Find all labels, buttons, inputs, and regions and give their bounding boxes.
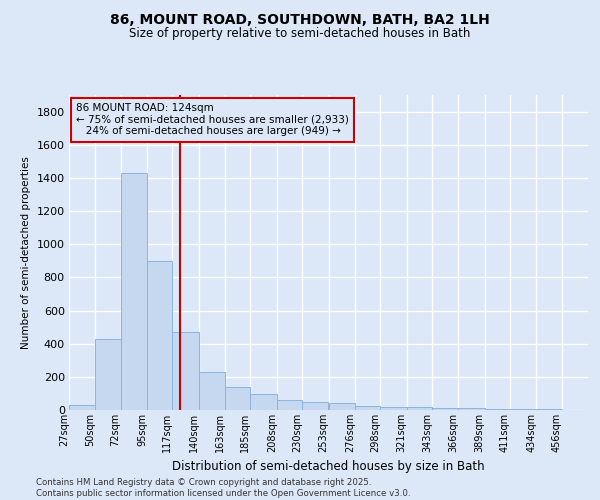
Bar <box>407 407 432 410</box>
Bar <box>432 408 458 410</box>
Bar <box>536 409 562 410</box>
Bar <box>199 372 225 410</box>
Bar <box>69 405 95 410</box>
Bar <box>510 409 536 410</box>
Bar <box>329 404 355 410</box>
Bar <box>302 402 329 410</box>
Text: Contains HM Land Registry data © Crown copyright and database right 2025.
Contai: Contains HM Land Registry data © Crown c… <box>36 478 410 498</box>
Bar <box>355 406 380 410</box>
Bar <box>250 394 277 410</box>
Text: Size of property relative to semi-detached houses in Bath: Size of property relative to semi-detach… <box>130 28 470 40</box>
Bar <box>95 338 121 410</box>
Bar <box>458 408 485 410</box>
Bar <box>277 400 302 410</box>
X-axis label: Distribution of semi-detached houses by size in Bath: Distribution of semi-detached houses by … <box>172 460 485 473</box>
Bar <box>147 261 172 410</box>
Y-axis label: Number of semi-detached properties: Number of semi-detached properties <box>21 156 31 349</box>
Bar <box>172 332 199 410</box>
Text: 86, MOUNT ROAD, SOUTHDOWN, BATH, BA2 1LH: 86, MOUNT ROAD, SOUTHDOWN, BATH, BA2 1LH <box>110 12 490 26</box>
Bar <box>225 387 250 410</box>
Bar <box>380 406 407 410</box>
Bar <box>485 408 510 410</box>
Text: 86 MOUNT ROAD: 124sqm
← 75% of semi-detached houses are smaller (2,933)
   24% o: 86 MOUNT ROAD: 124sqm ← 75% of semi-deta… <box>76 104 349 136</box>
Bar <box>121 173 147 410</box>
